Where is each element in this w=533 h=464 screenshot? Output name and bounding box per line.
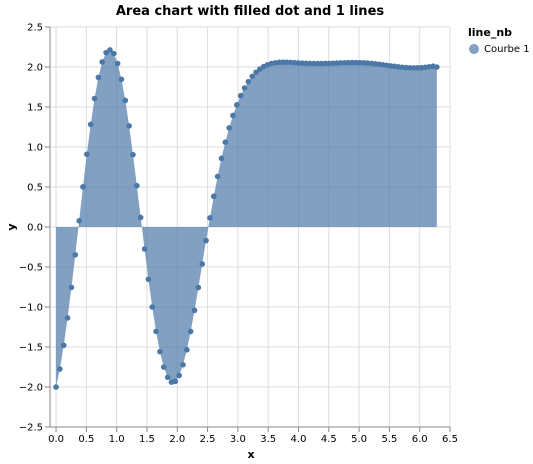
data-point <box>130 151 136 158</box>
y-tick-label: 0.0 <box>27 223 43 234</box>
x-tick-label: 4.5 <box>321 434 337 445</box>
y-tick-label: −2.0 <box>19 383 43 394</box>
data-point <box>187 328 194 335</box>
data-point <box>199 261 206 267</box>
data-point <box>57 366 63 372</box>
dot-layer <box>53 47 440 390</box>
x-axis-title: x <box>247 448 254 461</box>
data-point <box>95 74 102 81</box>
data-point <box>99 59 106 65</box>
data-point <box>145 276 152 283</box>
data-point <box>134 182 140 189</box>
y-tick-label: −1.5 <box>19 343 43 354</box>
data-point <box>184 347 190 353</box>
x-tick-label: 5.0 <box>351 434 367 445</box>
data-point <box>91 95 98 102</box>
data-point <box>314 60 321 67</box>
x-tick-label: 6.0 <box>412 434 428 445</box>
x-tick-label: 3.5 <box>260 434 276 445</box>
data-point <box>253 69 259 76</box>
data-point <box>230 112 236 119</box>
data-point <box>249 73 256 80</box>
data-point <box>407 65 413 71</box>
chart-title: Area chart with filled dot and 1 lines <box>116 4 385 19</box>
data-point <box>434 64 440 70</box>
data-point <box>160 364 167 370</box>
x-tick-label: 4.0 <box>291 434 307 445</box>
x-tick-label: 2.5 <box>200 434 216 445</box>
data-point <box>157 348 163 355</box>
data-point <box>280 59 286 65</box>
x-tick-label: 0.0 <box>48 434 64 445</box>
data-point <box>60 342 67 349</box>
y-axis-title: y <box>5 223 18 230</box>
x-tick-label: 3.0 <box>230 434 246 445</box>
data-point <box>237 92 244 99</box>
y-tick-label: −2.5 <box>19 423 43 434</box>
y-tick-label: 2.0 <box>27 63 43 74</box>
x-tick-label: 1.0 <box>109 434 125 445</box>
legend-swatch <box>469 44 479 54</box>
y-tick-label: 1.0 <box>27 143 43 154</box>
area-layer <box>56 49 437 387</box>
data-point <box>84 151 90 158</box>
data-point <box>126 123 132 129</box>
data-point <box>180 361 186 368</box>
data-point <box>195 284 202 291</box>
data-point <box>341 59 348 66</box>
data-point <box>218 155 225 162</box>
data-point <box>68 284 75 291</box>
y-tick-label: 1.5 <box>27 103 43 114</box>
data-point <box>349 59 355 66</box>
data-point <box>210 193 217 200</box>
data-point <box>137 214 144 221</box>
data-point <box>176 372 182 379</box>
data-point <box>222 139 229 145</box>
axes: 0.0 0.5 1.0 1.5 2.0 2.5 3.0 3.5 4.0 4.5 5.0 5.5 6.0 6… <box>19 23 458 446</box>
data-point <box>164 374 171 381</box>
data-point <box>191 307 198 314</box>
data-point <box>241 85 248 91</box>
x-tick-label: 0.5 <box>78 434 94 445</box>
data-point <box>76 217 82 224</box>
data-point <box>122 97 129 104</box>
data-point <box>141 246 148 252</box>
data-point <box>207 215 213 221</box>
data-point <box>80 184 86 190</box>
data-point <box>72 251 79 258</box>
data-point <box>234 102 240 108</box>
data-point <box>245 78 252 85</box>
x-tick-label: 6.5 <box>442 434 458 445</box>
data-point <box>53 384 59 390</box>
data-point <box>214 173 221 180</box>
data-point <box>107 47 113 53</box>
x-tick-label: 2.0 <box>169 434 185 445</box>
y-tick-label: 0.5 <box>27 183 43 194</box>
y-tick-label: −0.5 <box>19 263 43 274</box>
data-point <box>203 237 209 244</box>
legend-label: Courbe 1 <box>484 44 530 55</box>
area-series <box>56 49 437 387</box>
x-tick-label: 5.5 <box>381 434 397 445</box>
data-point <box>149 304 156 310</box>
data-point <box>64 315 71 321</box>
data-point <box>172 378 179 385</box>
legend: line_nb Courbe 1 <box>468 26 530 55</box>
data-point <box>307 60 313 67</box>
data-point <box>226 125 232 131</box>
y-tick-label: 2.5 <box>27 23 43 34</box>
data-point <box>153 328 159 335</box>
data-point <box>118 76 125 83</box>
data-point <box>110 50 117 57</box>
data-point <box>114 60 121 67</box>
data-point <box>103 49 109 56</box>
y-tick-label: −1.0 <box>19 303 43 314</box>
legend-title: line_nb <box>468 26 512 39</box>
data-point <box>87 121 94 128</box>
x-tick-label: 1.5 <box>139 434 155 445</box>
data-point <box>322 60 329 67</box>
